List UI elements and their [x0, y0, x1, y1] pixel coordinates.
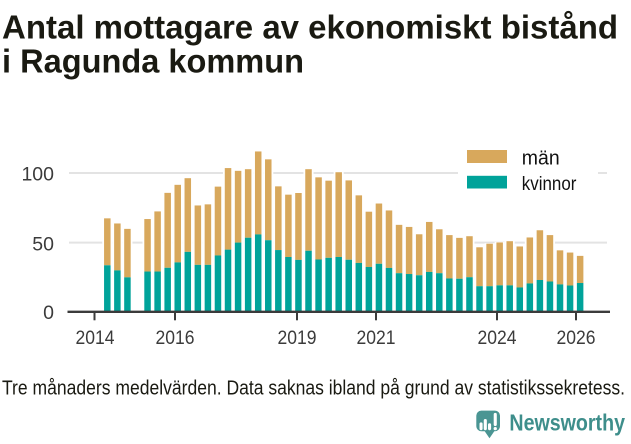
svg-text:män: män — [522, 147, 560, 170]
svg-text:kvinnor: kvinnor — [522, 173, 577, 195]
svg-text:2026: 2026 — [557, 327, 596, 349]
svg-text:2019: 2019 — [278, 327, 317, 349]
svg-text:i Ragunda kommun: i Ragunda kommun — [2, 42, 304, 79]
svg-text:50: 50 — [32, 234, 54, 256]
svg-text:2024: 2024 — [478, 327, 517, 349]
svg-text:2021: 2021 — [357, 327, 396, 349]
svg-text:2016: 2016 — [156, 327, 195, 349]
svg-text:100: 100 — [21, 164, 54, 186]
svg-text:Tre månaders medelvärden. Data: Tre månaders medelvärden. Data saknas ib… — [2, 377, 625, 400]
svg-text:2014: 2014 — [76, 327, 115, 349]
svg-text:0: 0 — [43, 302, 54, 324]
svg-text:Newsworthy: Newsworthy — [509, 410, 625, 436]
svg-text:Antal mottagare av ekonomiskt: Antal mottagare av ekonomiskt bistånd — [2, 8, 618, 45]
